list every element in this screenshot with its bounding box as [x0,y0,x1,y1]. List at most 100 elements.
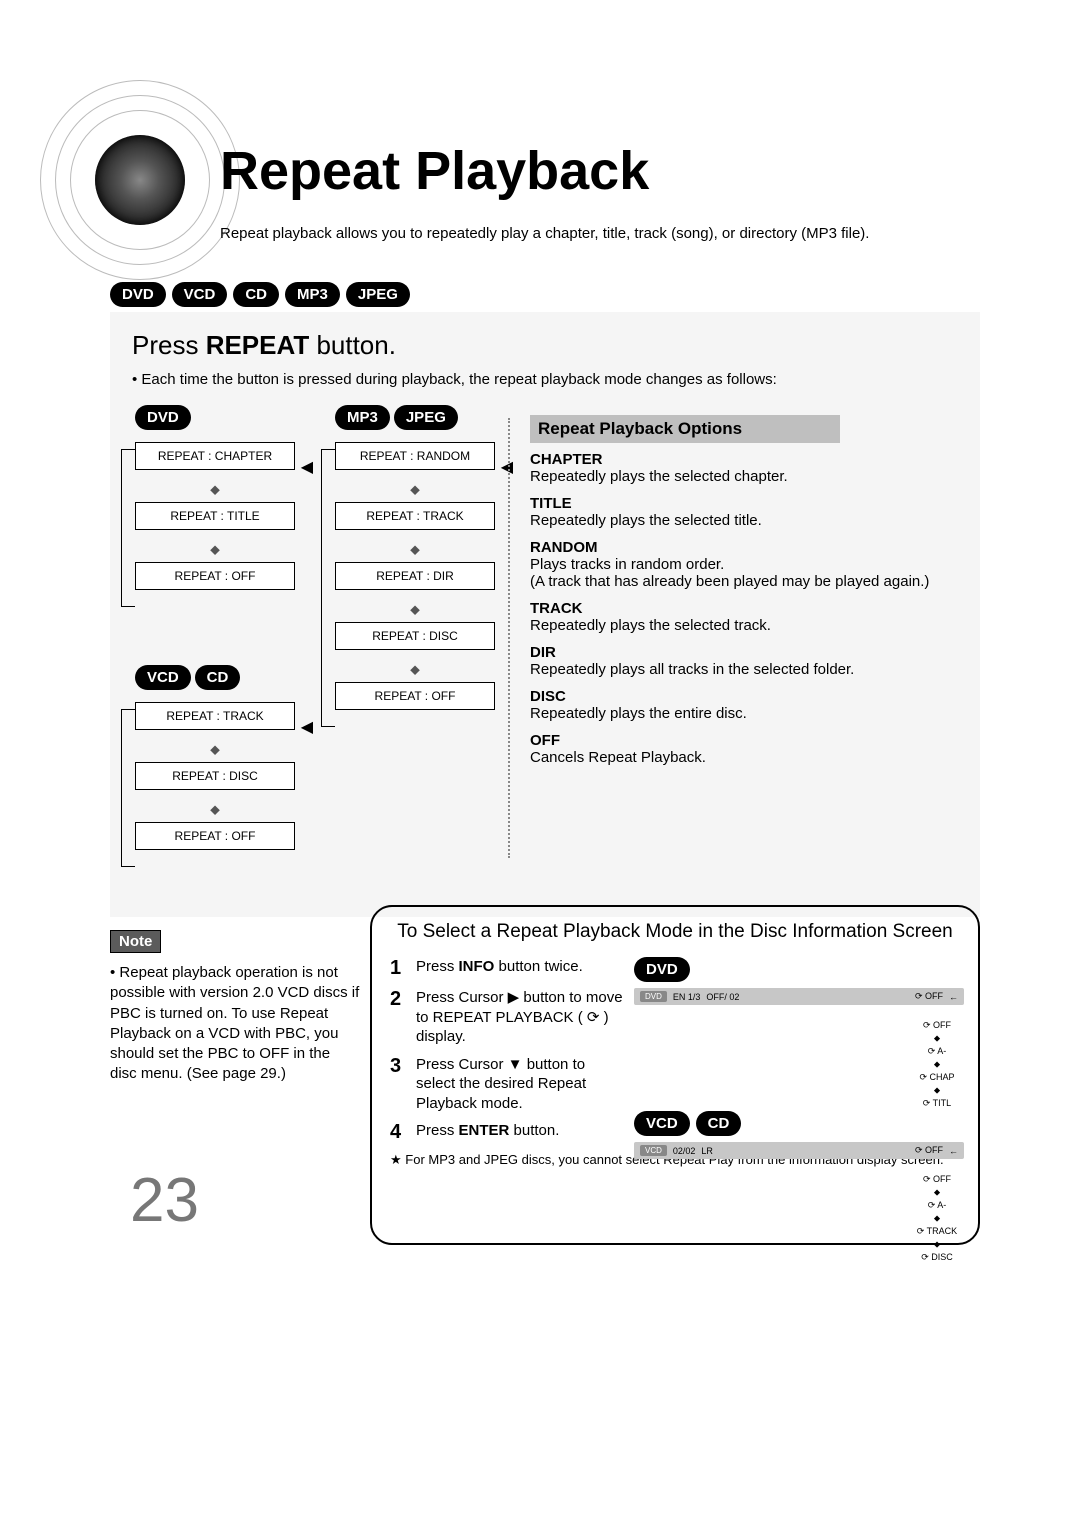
instruction-heading: Press REPEAT button. [132,330,958,361]
step-text: Press INFO button twice. [416,957,625,980]
left-arrow-icon: ← [949,1146,958,1156]
option-body: Plays tracks in random order. (A track t… [530,556,970,590]
option-heading: CHAPTER [530,451,970,468]
step-text: Press ENTER button. [416,1121,625,1144]
heading-text: Press [132,330,206,360]
osd-value: OFF/ 02 [706,992,739,1002]
down-arrow-icon: ⬥ [135,796,295,822]
cycle-node: REPEAT : OFF [335,682,495,710]
heading-strong: REPEAT [206,330,310,360]
option-body: Repeatedly plays the entire disc. [530,705,970,722]
format-pill: JPEG [394,405,458,430]
down-arrow-icon: ⬥ [908,1085,966,1096]
option-body: Repeatedly plays the selected title. [530,512,970,529]
cycle-node: REPEAT : TRACK [335,502,495,530]
format-pill: VCD [135,665,191,690]
cycle-return-line [321,449,335,727]
osd-chip: DVD [640,991,667,1002]
down-arrow-icon: ⬥ [135,476,295,502]
step-text: Press Cursor ▼ button to select the desi… [416,1055,625,1114]
format-pill: DVD [110,282,166,307]
osd-cycle-item: ⟳ A- [908,1200,966,1211]
step-number: 1 [390,957,408,980]
note-label: Note [110,930,161,953]
down-arrow-icon: ⬥ [908,1239,966,1250]
cycle-return-line [321,449,335,450]
osd-bar: VCD 02/02 LR ⟳ OFF ← [634,1142,964,1159]
osd-value: ⟳ OFF [915,1145,943,1156]
down-arrow-icon: ⬥ [908,1033,966,1044]
cycle-node: REPEAT : CHAPTER [135,442,295,470]
option-heading: TITLE [530,495,970,512]
format-pill: CD [233,282,279,307]
cycle-node: REPEAT : OFF [135,562,295,590]
down-arrow-icon: ⬥ [335,536,495,562]
option-heading: RANDOM [530,539,970,556]
step-number: 4 [390,1121,408,1144]
cycle-mp3jpeg: MP3 JPEG REPEAT : RANDOM ⬥ REPEAT : TRAC… [335,405,495,716]
step-number: 3 [390,1055,408,1114]
down-arrow-icon: ⬥ [135,536,295,562]
return-arrow-icon: ◀ [301,457,313,477]
osd-cycle-item: ⟳ TRACK [908,1226,966,1237]
option-item: DISCRepeatedly plays the entire disc. [530,688,970,722]
cycle-vcdcd: VCD CD REPEAT : TRACK ⬥ REPEAT : DISC ⬥ … [135,665,295,856]
page-subtitle: Repeat playback allows you to repeatedly… [220,225,869,242]
cycle-return-line [121,449,135,607]
down-arrow-icon: ⬥ [135,736,295,762]
cycle-dvd: DVD REPEAT : CHAPTER ⬥ REPEAT : TITLE ⬥ … [135,405,295,596]
osd-chip: VCD [640,1145,667,1156]
option-item: CHAPTERRepeatedly plays the selected cha… [530,451,970,485]
return-arrow-icon: ◀ [301,717,313,737]
option-item: OFFCancels Repeat Playback. [530,732,970,766]
format-pills: DVD VCD CD MP3 JPEG [110,282,410,307]
manual-page: Repeat Playback Repeat playback allows y… [0,0,1080,1528]
down-arrow-icon: ⬥ [908,1059,966,1070]
option-heading: TRACK [530,600,970,617]
cycle-diagrams: DVD REPEAT : CHAPTER ⬥ REPEAT : TITLE ⬥ … [135,405,515,895]
osd-bar: DVD EN 1/3 OFF/ 02 ⟳ OFF ← [634,988,964,1005]
step-text: Press Cursor ▶ button to move to REPEAT … [416,988,625,1047]
option-item: RANDOMPlays tracks in random order. (A t… [530,539,970,590]
down-arrow-icon: ⬥ [335,596,495,622]
step-number: 2 [390,988,408,1047]
info-screen-panel: To Select a Repeat Playback Mode in the … [370,905,980,1245]
format-pill: DVD [135,405,191,430]
option-heading: OFF [530,732,970,749]
cycle-return-line [121,709,135,867]
osd-value: 02/02 [673,1146,696,1156]
dotted-divider [508,418,510,858]
option-body: Repeatedly plays the selected chapter. [530,468,970,485]
options-header: Repeat Playback Options [530,415,840,443]
osd-cycle: ⟳ OFF ⬥ ⟳ A- ⬥ ⟳ TRACK ⬥ ⟳ DISC [908,1172,966,1265]
cycle-node: REPEAT : RANDOM [335,442,495,470]
osd-diagrams: DVD DVD EN 1/3 OFF/ 02 ⟳ OFF ← ⟳ OFF ⬥ ⟳… [634,957,964,1165]
info-panel-title: To Select a Repeat Playback Mode in the … [390,921,960,943]
osd-cycle-item: ⟳ CHAP [908,1072,966,1083]
left-arrow-icon: ← [949,992,958,1002]
note-text: Repeat playback operation is not possibl… [110,963,360,1085]
format-pill: MP3 [285,282,340,307]
option-body: Repeatedly plays the selected track. [530,617,970,634]
instruction-bullet: Each time the button is pressed during p… [132,371,958,388]
heading-text: button. [309,330,396,360]
option-item: DIRRepeatedly plays all tracks in the se… [530,644,970,678]
format-pill: MP3 [335,405,390,430]
page-number: 23 [130,1165,199,1236]
speaker-illustration [40,80,240,280]
option-body: Repeatedly plays all tracks in the selec… [530,661,970,678]
format-pill: CD [696,1111,742,1136]
format-pill: VCD [634,1111,690,1136]
step-item: 4 Press ENTER button. [390,1121,625,1144]
options-list: Repeat Playback Options CHAPTERRepeatedl… [530,415,970,776]
down-arrow-icon: ⬥ [335,476,495,502]
page-title: Repeat Playback [220,140,649,202]
osd-cycle-item: ⟳ OFF [908,1174,966,1185]
osd-cycle-item: ⟳ A- [908,1046,966,1057]
option-heading: DIR [530,644,970,661]
format-pill: DVD [634,957,690,982]
format-pill: CD [195,665,241,690]
step-item: 3Press Cursor ▼ button to select the des… [390,1055,625,1114]
format-pill: JPEG [346,282,410,307]
option-item: TITLERepeatedly plays the selected title… [530,495,970,529]
